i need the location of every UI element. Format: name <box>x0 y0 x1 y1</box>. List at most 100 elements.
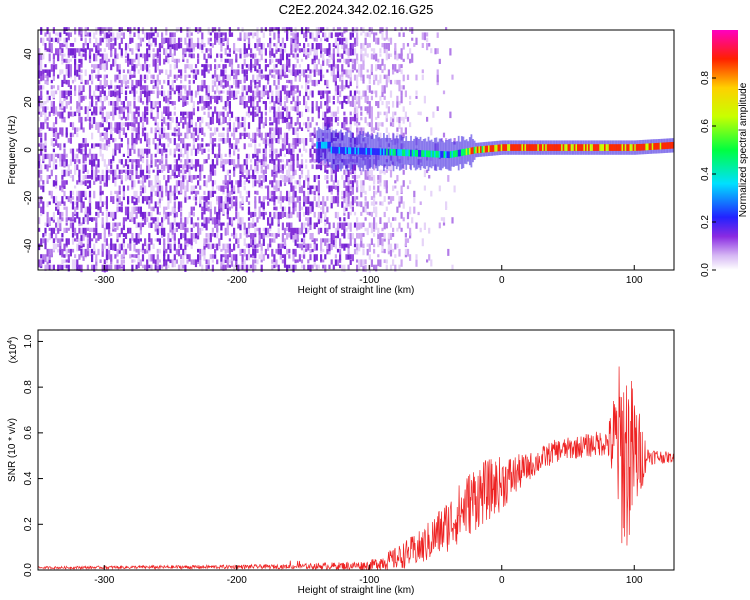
spectrogram-cell <box>44 106 47 113</box>
spectrogram-cell <box>347 175 350 180</box>
spectrogram-band-core <box>344 147 347 154</box>
spectrogram-band-core <box>583 144 586 151</box>
spectrogram-cell <box>165 264 168 270</box>
spectrogram-band-core <box>359 147 361 155</box>
spectrogram-cell <box>235 138 238 146</box>
spectrogram-cell <box>61 233 64 238</box>
spectrogram-cell <box>326 180 329 184</box>
spectrogram-cell <box>40 196 43 204</box>
spectrogram-cell <box>328 32 331 38</box>
spectrogram-cell <box>271 233 274 237</box>
spectrogram-cell <box>112 159 115 163</box>
spectrogram-cell <box>383 85 386 93</box>
spectrogram-cell <box>144 148 147 154</box>
spectrogram-cell <box>158 196 161 204</box>
spectrogram-cell <box>309 248 312 254</box>
spectrogram-cell <box>383 180 386 187</box>
spectrogram-cell <box>345 58 348 65</box>
spectrogram-cell <box>220 132 223 138</box>
spectrogram-cell <box>300 69 304 76</box>
spectrogram-cell <box>80 201 83 208</box>
spectrogram-cell <box>277 153 280 158</box>
spectrogram-cell <box>336 211 340 220</box>
spectrogram-cell <box>101 153 104 162</box>
spectrogram-cell <box>88 48 92 56</box>
spectrogram-cell <box>118 196 121 204</box>
spectrogram-cell <box>373 164 376 171</box>
spectrogram-band-core <box>456 150 458 157</box>
spectrogram-cell <box>322 159 325 166</box>
spectrogram-cell <box>345 206 348 212</box>
spectrogram-cell <box>69 85 72 90</box>
spectrogram-cell <box>368 175 371 181</box>
spectrogram-cell <box>180 243 183 250</box>
spectrogram-cell <box>61 196 64 204</box>
spectrogram-cell <box>252 217 255 224</box>
spectrogram-y-tick-label: 20 <box>23 96 34 108</box>
spectrogram-cell <box>315 159 318 163</box>
spectrogram-cell <box>273 79 276 86</box>
spectrogram-cell <box>214 90 217 95</box>
spectrogram-cell <box>95 43 98 50</box>
spectrogram-cell <box>343 122 346 130</box>
spectrogram-cell <box>326 238 329 243</box>
spectrogram-band-core <box>564 144 567 151</box>
spectrogram-cell <box>127 116 130 121</box>
spectrogram-cell <box>396 53 399 61</box>
spectrogram-cell <box>269 127 272 135</box>
spectrogram-band-core <box>534 144 536 151</box>
spectrogram-cell <box>112 43 115 49</box>
spectrogram-cell <box>103 143 106 151</box>
spectrogram-band-core <box>354 147 357 155</box>
spectrogram-cell <box>364 32 367 37</box>
spectrogram-cell <box>277 90 280 98</box>
spectrogram-cell <box>129 217 132 222</box>
spectrogram-cell <box>332 27 335 32</box>
spectrogram-cell <box>402 32 405 37</box>
spectrogram-cell <box>144 116 147 122</box>
spectrogram-cell <box>177 264 181 271</box>
spectrogram-cell <box>237 116 240 123</box>
spectrogram-cell <box>398 32 401 37</box>
spectrogram-cell <box>296 116 299 125</box>
spectrogram-cell <box>52 196 55 204</box>
spectrogram-cell <box>50 153 53 162</box>
spectrogram-cell <box>415 90 418 95</box>
spectrogram-cell <box>199 43 202 50</box>
spectrogram-cell <box>286 227 289 231</box>
spectrogram-cell <box>381 201 384 206</box>
spectrogram-cell <box>171 169 174 176</box>
spectrogram-cell <box>177 169 181 177</box>
spectrogram-cell <box>50 233 53 239</box>
spectrogram-cell <box>294 206 297 212</box>
spectrogram-cell <box>194 159 198 166</box>
spectrogram-cell <box>139 164 142 170</box>
spectrogram-cell <box>122 264 125 271</box>
spectrogram-cell <box>409 48 412 55</box>
snr-series-line <box>37 366 675 571</box>
spectrogram-cell <box>349 32 352 40</box>
spectrogram-cell <box>250 48 253 53</box>
spectrogram-cell <box>228 138 231 145</box>
spectrogram-cell <box>42 101 45 106</box>
spectrogram-cell <box>190 132 193 139</box>
spectrogram-cell <box>156 111 159 119</box>
spectrogram-cell <box>158 53 161 62</box>
spectrogram-cell <box>122 111 125 119</box>
spectrogram-cell <box>250 264 253 269</box>
spectrogram-cell <box>360 64 363 70</box>
spectrogram-cell <box>135 238 138 245</box>
spectrogram-cell <box>343 37 346 42</box>
spectrogram-cell <box>290 69 293 76</box>
spectrogram-cell <box>245 132 248 137</box>
spectrogram-cell <box>345 190 348 197</box>
spectrogram-cell <box>347 69 350 75</box>
spectrogram-cell <box>214 138 217 142</box>
spectrogram-cell <box>114 90 117 98</box>
spectrogram-cell <box>230 90 234 98</box>
spectrogram-cell <box>95 175 98 182</box>
spectrogram-cell <box>353 90 357 96</box>
spectrogram-cell <box>315 122 318 126</box>
spectrogram-cell <box>366 43 369 49</box>
spectrogram-cell <box>197 85 200 92</box>
